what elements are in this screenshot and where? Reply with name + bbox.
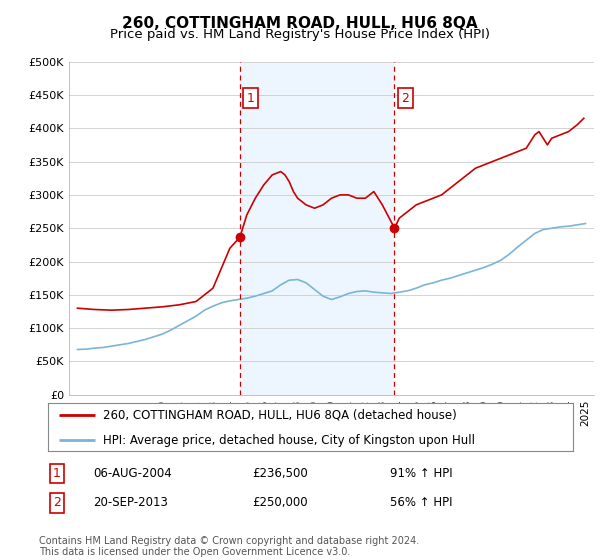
Text: 260, COTTINGHAM ROAD, HULL, HU6 8QA: 260, COTTINGHAM ROAD, HULL, HU6 8QA xyxy=(122,16,478,31)
Text: 06-AUG-2004: 06-AUG-2004 xyxy=(93,466,172,480)
Bar xyxy=(240,62,394,395)
Text: 91% ↑ HPI: 91% ↑ HPI xyxy=(390,466,452,480)
Text: 260, COTTINGHAM ROAD, HULL, HU6 8QA (detached house): 260, COTTINGHAM ROAD, HULL, HU6 8QA (det… xyxy=(103,409,457,422)
Text: £250,000: £250,000 xyxy=(252,496,308,510)
Text: 1: 1 xyxy=(247,92,254,105)
Text: 2: 2 xyxy=(401,92,409,105)
Text: 20-SEP-2013: 20-SEP-2013 xyxy=(93,496,168,510)
Text: Price paid vs. HM Land Registry's House Price Index (HPI): Price paid vs. HM Land Registry's House … xyxy=(110,28,490,41)
Text: HPI: Average price, detached house, City of Kingston upon Hull: HPI: Average price, detached house, City… xyxy=(103,434,475,447)
Text: 1: 1 xyxy=(53,466,61,480)
Text: 2: 2 xyxy=(53,496,61,510)
Text: 56% ↑ HPI: 56% ↑ HPI xyxy=(390,496,452,510)
Text: Contains HM Land Registry data © Crown copyright and database right 2024.
This d: Contains HM Land Registry data © Crown c… xyxy=(39,535,419,557)
Text: £236,500: £236,500 xyxy=(252,466,308,480)
